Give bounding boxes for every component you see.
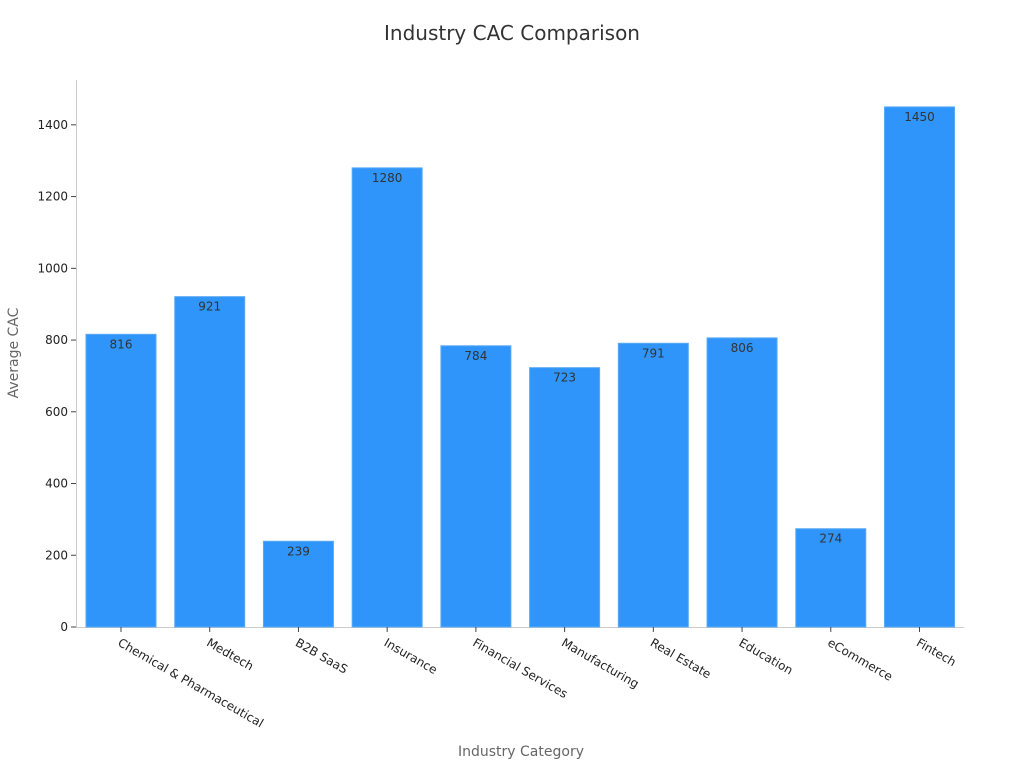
x-tick-label-6: Real Estate bbox=[648, 635, 714, 681]
x-tick-label-9: Fintech bbox=[914, 635, 958, 669]
x-tick-label-1: Medtech bbox=[204, 635, 256, 673]
bar-9 bbox=[884, 106, 955, 628]
y-tick-label-2: 400 bbox=[45, 477, 68, 491]
data-label-1: 921 bbox=[198, 300, 221, 314]
y-tick-label-0: 0 bbox=[60, 620, 68, 634]
data-label-4: 784 bbox=[464, 349, 487, 363]
data-label-8: 274 bbox=[819, 532, 842, 546]
bar-4 bbox=[440, 345, 512, 628]
x-tick-label-3: Insurance bbox=[382, 635, 440, 677]
bars-group: 816 921 239 1280 784 723 791 806 274 1450 bbox=[85, 106, 955, 628]
data-label-9: 1450 bbox=[904, 110, 935, 124]
bar-6 bbox=[617, 342, 689, 628]
y-tick-label-5: 1000 bbox=[37, 261, 68, 275]
y-tick-label-6: 1200 bbox=[37, 190, 68, 204]
data-label-5: 723 bbox=[553, 371, 576, 385]
x-axis-label: Industry Category bbox=[458, 744, 584, 760]
x-tick-label-7: Education bbox=[737, 635, 796, 677]
bar-8 bbox=[795, 528, 867, 628]
data-label-6: 791 bbox=[642, 346, 665, 360]
y-tick-label-7: 1400 bbox=[37, 118, 68, 132]
y-tick-label-1: 200 bbox=[45, 548, 68, 562]
bar-0 bbox=[85, 333, 157, 628]
bar-7 bbox=[706, 337, 778, 628]
x-tick-label-5: Manufacturing bbox=[559, 635, 641, 691]
chart-title: Industry CAC Comparison bbox=[384, 21, 640, 45]
x-tick-label-2: B2B SaaS bbox=[293, 635, 350, 676]
bar-2 bbox=[262, 540, 334, 628]
x-tick-label-8: eCommerce bbox=[825, 635, 895, 683]
x-tick-label-0: Chemical & Pharmaceutical bbox=[116, 635, 266, 730]
data-label-2: 239 bbox=[287, 544, 310, 558]
y-tick-label-4: 800 bbox=[45, 333, 68, 347]
y-axis-ticks: 0 200 400 600 800 1000 1200 1400 bbox=[37, 118, 76, 634]
data-label-3: 1280 bbox=[372, 171, 403, 185]
data-label-7: 806 bbox=[731, 341, 754, 355]
y-axis-label: Average CAC bbox=[6, 307, 22, 398]
bar-5 bbox=[529, 367, 601, 628]
data-label-0: 816 bbox=[110, 337, 133, 351]
y-tick-label-3: 600 bbox=[45, 405, 68, 419]
x-tick-label-4: Financial Services bbox=[470, 635, 570, 701]
bar-3 bbox=[351, 167, 423, 628]
bar-1 bbox=[174, 296, 246, 628]
